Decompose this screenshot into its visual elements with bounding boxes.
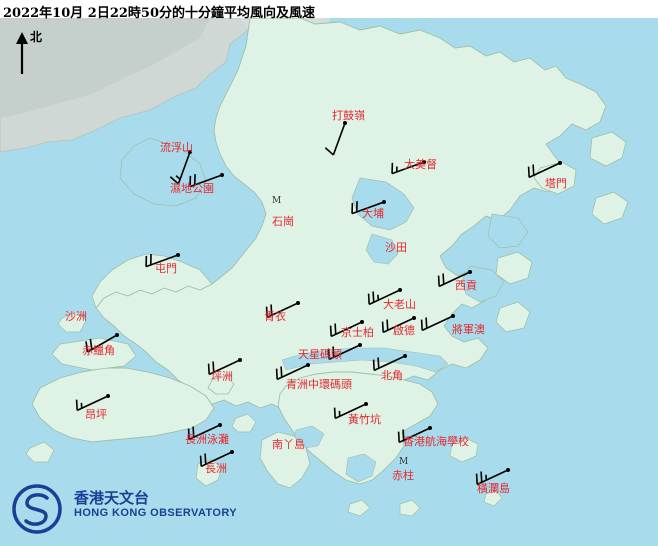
station-label: 青衣 [264, 310, 286, 323]
wind-barb-layer [75, 121, 562, 486]
station-label: 大美督 [404, 158, 437, 171]
map-marker-letter: M [272, 196, 282, 206]
station-label: 塔門 [545, 177, 567, 190]
map-graphic [0, 18, 658, 546]
north-arrow-icon [16, 32, 28, 74]
wind-barb [169, 150, 192, 185]
wind-barb [189, 173, 224, 188]
wind-barb [187, 423, 222, 441]
north-label: 北 [30, 30, 43, 44]
wind-barb [381, 316, 416, 334]
station-label: 沙田 [385, 241, 407, 254]
hko-name-zh: 香港天文台 [74, 489, 150, 507]
wind-barb [265, 301, 300, 319]
station-label: 石崗 [272, 215, 294, 228]
station-label: 天星碼頭 [298, 348, 342, 361]
page-title: 2022年10月 2日22時50分的十分鐘平均風向及風速 [3, 6, 316, 21]
station-label: 中環碼頭 [308, 378, 352, 391]
station-label: 昂坪 [85, 408, 107, 421]
wind-barb [275, 363, 310, 381]
wind-barb [527, 161, 562, 179]
station-label: 大埔 [362, 207, 384, 220]
station-label: 香港航海學校 [403, 435, 469, 448]
station-label: 赤柱 [392, 469, 414, 482]
station-label: 流浮山 [160, 141, 193, 154]
wind-barb [372, 354, 407, 372]
wind-barb [367, 288, 402, 306]
wind-barb [199, 450, 234, 468]
wind-barb [324, 121, 347, 156]
station-label: 屯門 [155, 262, 177, 275]
wind-barb [207, 358, 242, 376]
station-label: 長洲 [205, 462, 227, 475]
station-label: 將軍澳 [452, 323, 485, 336]
station-label: 南丫島 [272, 438, 305, 451]
hko-logo: 香港天文台 HONG KONG OBSERVATORY [10, 483, 260, 535]
wind-barb [333, 402, 368, 420]
wind-barb [85, 333, 119, 353]
wind-barb [475, 468, 510, 486]
wind-barb [397, 426, 432, 444]
station-label: 赤鱲角 [82, 344, 115, 357]
wind-barb [327, 343, 362, 361]
station-label: 打鼓嶺 [332, 109, 365, 122]
station-label: 長洲泳灘 [185, 433, 229, 446]
north-arrow: 北 [8, 28, 48, 78]
hko-name-en: HONG KONG OBSERVATORY [74, 507, 238, 519]
hko-logo-icon [12, 484, 62, 534]
station-label: 北角 [381, 369, 403, 382]
wind-barb [391, 160, 426, 175]
wind-barb [145, 253, 180, 268]
station-label: 西貢 [455, 279, 477, 292]
station-label: 京士柏 [341, 326, 374, 339]
wind-barb [329, 320, 364, 338]
station-label: 黃竹坑 [348, 413, 381, 426]
station-label: 青洲 [286, 378, 308, 391]
wind-barb [420, 314, 455, 332]
station-label: 大老山 [383, 298, 416, 311]
station-label: 沙洲 [65, 310, 87, 323]
station-label: 橫瀾島 [477, 482, 510, 495]
station-label: 濕地公園 [170, 182, 214, 195]
wind-barb [351, 200, 386, 215]
map-canvas[interactable]: 打鼓嶺流浮山濕地公園 大美督塔門石崗 大埔沙田屯門西貢大老山沙洲 青衣京士柏 啟德 將軍澳… [0, 18, 658, 546]
wind-barb [437, 270, 472, 288]
wind-barb [75, 394, 110, 412]
map-marker-letter: M [399, 457, 409, 467]
station-label: 坪洲 [211, 370, 233, 383]
station-label: 啟德 [393, 324, 415, 337]
